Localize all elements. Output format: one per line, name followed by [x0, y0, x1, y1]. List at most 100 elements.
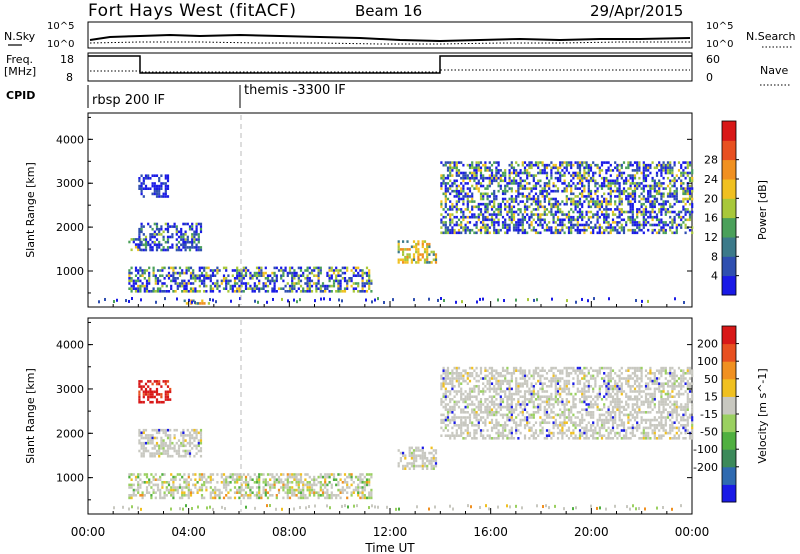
echo-cell	[203, 284, 206, 288]
echo-cell	[271, 483, 274, 487]
echo-cell	[574, 405, 577, 409]
echo-cell	[515, 169, 518, 172]
echo-cell	[468, 231, 472, 235]
echo-cell	[144, 248, 148, 252]
echo-cell	[357, 494, 360, 497]
echo-cell	[512, 171, 516, 175]
echo-cell	[304, 277, 307, 280]
echo-cell	[552, 403, 555, 406]
echo-cell	[565, 161, 568, 164]
echo-cell	[142, 400, 145, 404]
echo-cell	[530, 213, 533, 216]
echo-cell	[570, 392, 573, 396]
echo-cell	[468, 390, 472, 393]
echo-cell	[455, 169, 458, 172]
echo-cell	[660, 174, 663, 177]
echo-cell	[605, 221, 608, 224]
echo-cell	[408, 446, 411, 450]
echo-cell	[150, 481, 153, 484]
echo-cell	[236, 269, 239, 272]
echo-cell	[151, 434, 154, 437]
echo-cell	[647, 163, 650, 167]
echo-cell	[466, 208, 469, 211]
echo-cell	[545, 226, 549, 229]
echo-cell	[466, 405, 469, 409]
echo-cell	[512, 169, 516, 172]
echo-cell	[317, 266, 320, 270]
echo-cell	[130, 287, 133, 290]
echo-cell	[666, 195, 670, 198]
echo-cell	[227, 290, 230, 293]
echo-cell	[550, 161, 553, 164]
echo-cell	[515, 298, 517, 302]
echo-cell	[266, 483, 270, 487]
echo-cell	[182, 238, 185, 241]
echo-cell	[649, 184, 652, 188]
echo-cell	[563, 189, 566, 193]
echo-cell	[631, 205, 634, 209]
echo-cell	[183, 287, 186, 290]
echo-cell	[162, 428, 165, 432]
echo-cell	[671, 221, 674, 224]
echo-cell	[616, 205, 619, 209]
echo-cell	[144, 174, 148, 177]
echo-cell	[532, 377, 535, 380]
echo-cell	[397, 242, 400, 246]
echo-cell	[576, 377, 579, 380]
echo-cell	[563, 416, 566, 419]
echo-cell	[457, 218, 461, 222]
echo-cell	[682, 171, 685, 175]
echo-cell	[428, 253, 431, 256]
echo-cell	[196, 274, 199, 277]
echo-cell	[473, 429, 476, 432]
echo-cell	[260, 287, 263, 290]
echo-cell	[199, 302, 202, 305]
echo-cell	[537, 171, 540, 175]
echo-cell	[517, 231, 520, 235]
echo-cell	[149, 246, 152, 249]
echo-cell	[207, 266, 210, 270]
echo-cell	[671, 195, 674, 198]
echo-cell	[462, 171, 465, 175]
echo-cell	[138, 243, 141, 247]
echo-cell	[585, 426, 588, 430]
echo-cell	[140, 243, 143, 247]
echo-cell	[605, 200, 608, 203]
echo-cell	[574, 184, 577, 188]
echo-cell	[214, 491, 217, 494]
echo-cell	[397, 449, 400, 452]
echo-cell	[572, 398, 575, 401]
echo-cell	[596, 231, 599, 235]
echo-cell	[499, 390, 502, 393]
echo-cell	[583, 385, 586, 388]
echo-cell	[607, 179, 610, 183]
echo-cell	[554, 377, 557, 380]
echo-cell	[180, 233, 183, 236]
echo-cell	[142, 390, 145, 394]
echo-cell	[142, 177, 145, 180]
freq-left-tick-top: 18	[60, 53, 74, 66]
echo-cell	[548, 202, 551, 206]
echo-cell	[532, 174, 535, 177]
echo-cell	[233, 277, 237, 280]
echo-cell	[291, 266, 294, 270]
echo-cell	[530, 390, 533, 393]
echo-cell	[616, 221, 619, 224]
echo-cell	[286, 496, 289, 500]
echo-cell	[548, 400, 551, 404]
echo-cell	[572, 403, 575, 406]
echo-cell	[475, 182, 478, 185]
echo-cell	[649, 192, 652, 196]
echo-cell	[477, 218, 480, 222]
echo-cell	[457, 169, 461, 172]
echo-cell	[490, 366, 494, 370]
echo-cell	[328, 481, 331, 484]
echo-cell	[160, 174, 163, 177]
echo-cell	[187, 473, 190, 476]
echo-cell	[440, 413, 443, 417]
echo-cell	[187, 494, 190, 497]
echo-cell	[160, 444, 163, 448]
echo-cell	[680, 174, 683, 177]
echo-cell	[189, 271, 193, 275]
echo-cell	[512, 228, 516, 232]
